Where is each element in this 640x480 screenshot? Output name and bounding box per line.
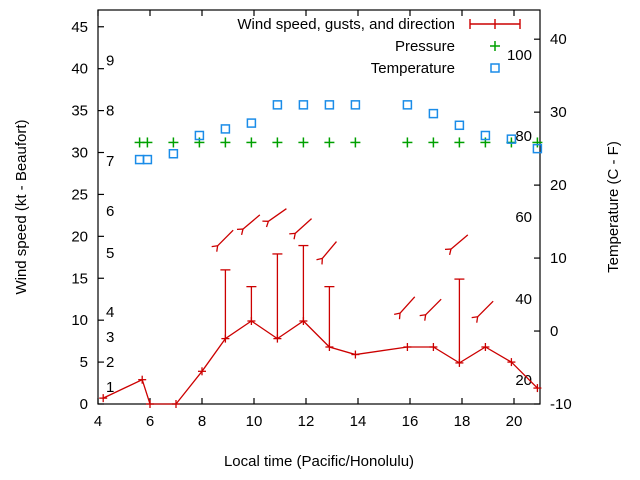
y-tick-label-left: 30 — [71, 145, 88, 162]
temperature-marker — [168, 148, 179, 159]
beaufort-label: 1 — [106, 379, 114, 396]
wind-direction-arrow — [321, 241, 337, 259]
x-tick-label: 16 — [402, 413, 419, 430]
y-tick-label-left: 15 — [71, 270, 88, 287]
wind-direction-arrowhead — [293, 233, 296, 240]
wind-speed-line — [102, 320, 538, 405]
y-tick-label-left: 0 — [80, 396, 88, 413]
wind-direction-arrowhead — [471, 316, 478, 319]
fahrenheit-label: 20 — [515, 372, 532, 389]
y-tick-label-right: 40 — [550, 31, 567, 48]
x-tick-label: 20 — [506, 413, 523, 430]
x-tick-label: 14 — [350, 413, 367, 430]
legend-label-1: Pressure — [395, 38, 455, 55]
y-tick-label-left: 25 — [71, 186, 88, 203]
y-tick-label-left: 20 — [71, 228, 88, 245]
temperature-marker — [506, 134, 517, 144]
wind-direction-arrow — [425, 298, 442, 316]
wind-direction-arrowhead — [419, 314, 426, 317]
beaufort-label: 6 — [106, 203, 114, 220]
wind-direction-arrow — [217, 229, 234, 247]
x-tick-label: 10 — [246, 413, 263, 430]
temperature-marker — [272, 100, 283, 110]
beaufort-label: 4 — [106, 304, 114, 321]
temperature-marker — [246, 118, 257, 128]
temperature-marker — [428, 108, 439, 119]
wind-direction-arrow — [399, 296, 416, 314]
y-axis-left-title: Wind speed (kt - Beaufort) — [13, 119, 30, 294]
wind-direction-arrowhead — [289, 232, 296, 235]
beaufort-label: 8 — [106, 103, 114, 120]
legend-label-0: Wind speed, gusts, and direction — [237, 16, 455, 33]
x-tick-label: 4 — [94, 413, 102, 430]
temperature-marker — [220, 124, 231, 134]
temperature-marker — [402, 100, 413, 110]
fahrenheit-label: 80 — [515, 128, 532, 145]
x-tick-label: 18 — [454, 413, 471, 430]
temperature-marker — [298, 100, 309, 110]
wind-direction-arrow — [450, 234, 469, 250]
beaufort-label: 3 — [106, 329, 114, 346]
y-tick-label-left: 10 — [71, 312, 88, 329]
x-tick-label: 12 — [298, 413, 315, 430]
temperature-marker — [454, 120, 465, 131]
temperature-marker — [350, 100, 361, 110]
plot-frame — [97, 9, 541, 405]
y-tick-label-left: 45 — [71, 19, 88, 36]
y-tick-label-right: 20 — [550, 177, 567, 194]
y-tick-label-left: 5 — [80, 354, 88, 371]
legend-label-2: Temperature — [371, 60, 455, 77]
beaufort-label: 2 — [106, 354, 114, 371]
beaufort-label: 9 — [106, 52, 114, 69]
x-tick-label: 8 — [198, 413, 206, 430]
wind-direction-arrowhead — [394, 312, 401, 315]
y-axis-right-title: Temperature (C - F) — [605, 141, 622, 273]
wind-direction-arrowhead — [240, 228, 244, 236]
legend-sample-temperature — [490, 63, 500, 73]
temperature-marker — [194, 130, 205, 141]
y-tick-label-right: 30 — [550, 104, 567, 121]
y-tick-label-left: 40 — [71, 61, 88, 78]
y-tick-label-right: 10 — [550, 250, 567, 267]
fahrenheit-label: 40 — [515, 291, 532, 308]
fahrenheit-label: 100 — [507, 47, 532, 64]
wind-direction-arrowhead — [216, 245, 219, 252]
temperature-marker — [480, 130, 491, 141]
wind-direction-arrowhead — [265, 221, 270, 228]
temperature-marker — [324, 100, 335, 110]
x-tick-label: 6 — [146, 413, 154, 430]
wind-direction-arrowhead — [211, 245, 218, 248]
wind-direction-arrowhead — [448, 248, 452, 256]
wind-direction-arrowhead — [424, 314, 427, 321]
temperature-marker — [142, 154, 153, 165]
y-tick-label-left: 35 — [71, 103, 88, 120]
beaufort-label: 7 — [106, 153, 114, 170]
fahrenheit-label: 60 — [515, 209, 532, 226]
wind-direction-arrow — [294, 218, 313, 234]
temperature-marker — [134, 154, 145, 165]
wind-direction-arrow — [242, 214, 261, 230]
temperature-marker — [532, 143, 543, 154]
wind-direction-arrowhead — [316, 257, 323, 261]
y-tick-label-right: -10 — [550, 396, 572, 413]
wind-direction-arrowhead — [398, 313, 401, 320]
wind-direction-arrow — [268, 208, 287, 222]
beaufort-label: 5 — [106, 245, 114, 262]
y-tick-label-right: 0 — [550, 323, 558, 340]
wind-direction-arrowhead — [476, 316, 479, 323]
x-axis-title: Local time (Pacific/Honolulu) — [224, 453, 414, 470]
wind-direction-arrow — [477, 300, 494, 318]
